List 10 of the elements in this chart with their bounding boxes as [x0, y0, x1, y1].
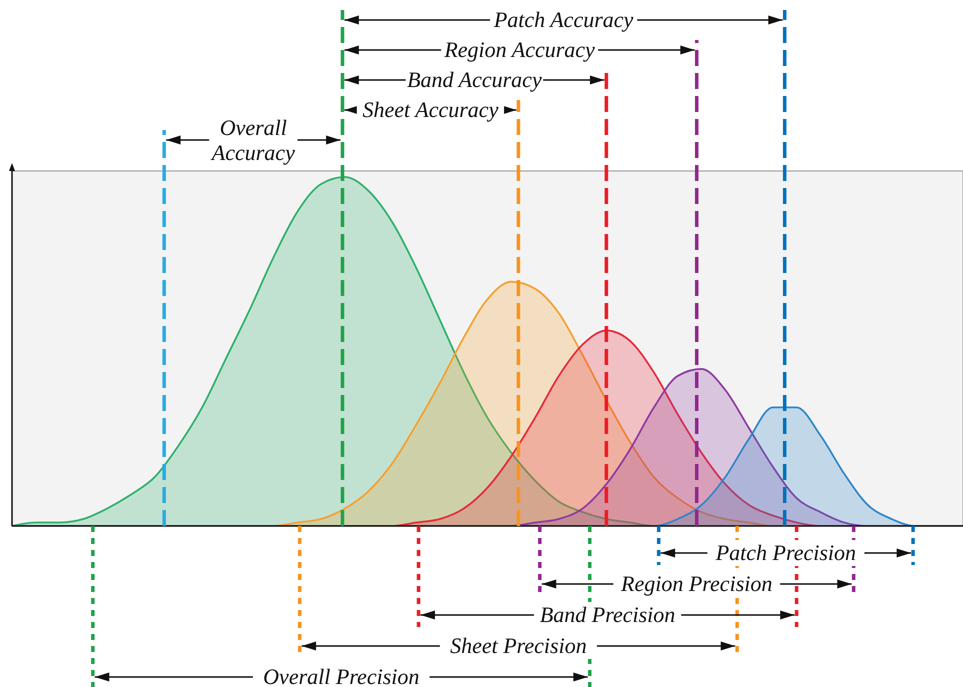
- text: Patch Accuracy: [492, 7, 634, 32]
- text: Band Accuracy: [407, 67, 542, 92]
- text: Patch Precision: [714, 540, 856, 565]
- text: Sheet Precision: [450, 633, 587, 658]
- text: Region Precision: [620, 571, 772, 596]
- text: Region Accuracy: [443, 37, 596, 62]
- text: Band Precision: [540, 602, 676, 627]
- text: Overall Accuracy: [210, 115, 296, 165]
- text: Sheet Accuracy: [362, 97, 499, 122]
- text: Overall Precision: [263, 664, 420, 687]
